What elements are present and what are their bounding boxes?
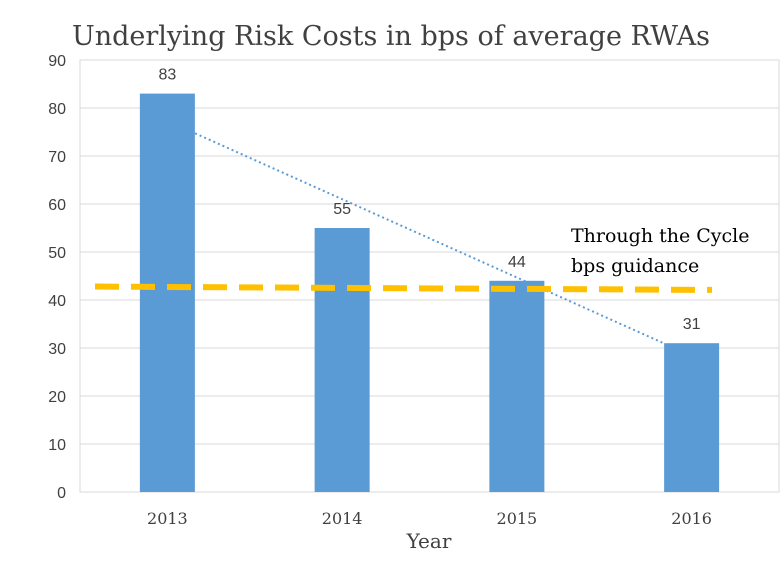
x-tick-label-2016: 2016 (671, 509, 712, 528)
y-tick-label: 60 (48, 197, 66, 214)
data-label-2016: 31 (683, 316, 701, 333)
y-tick-label: 80 (48, 101, 66, 118)
x-tick-label-2013: 2013 (147, 509, 188, 528)
y-tick-label: 0 (57, 485, 66, 502)
bar-2014 (314, 228, 370, 492)
y-tick-label: 10 (48, 437, 66, 454)
data-label-2015: 44 (508, 254, 526, 271)
x-tick-label-2015: 2015 (497, 509, 538, 528)
guidance-annotation-line-1: Through the Cycle (571, 225, 750, 247)
y-tick-label: 50 (48, 245, 66, 262)
bar-2013 (139, 93, 195, 492)
guidance-annotation-line-2: bps guidance (571, 255, 699, 277)
data-label-2014: 55 (333, 201, 351, 218)
y-tick-label: 40 (48, 293, 66, 310)
bar-2016 (664, 343, 720, 492)
bar-series (139, 93, 720, 492)
x-axis-ticks: 2013 2014 2015 2016 (147, 509, 712, 528)
y-tick-label: 70 (48, 149, 66, 166)
y-axis-ticks: 0 10 20 30 40 50 60 70 80 90 (48, 53, 66, 502)
chart-title: Underlying Risk Costs in bps of average … (72, 21, 710, 52)
data-label-2013: 83 (158, 67, 176, 84)
bar-2015 (489, 280, 545, 492)
y-tick-label: 30 (48, 341, 66, 358)
data-labels: 83 55 44 31 (158, 67, 700, 334)
x-axis-title: Year (406, 529, 452, 553)
x-tick-label-2014: 2014 (322, 509, 363, 528)
plot-area-frame (79, 59, 780, 493)
guidance-line (94, 283, 713, 293)
y-tick-label: 20 (48, 389, 66, 406)
trendline (180, 126, 665, 345)
y-tick-label: 90 (48, 53, 66, 70)
